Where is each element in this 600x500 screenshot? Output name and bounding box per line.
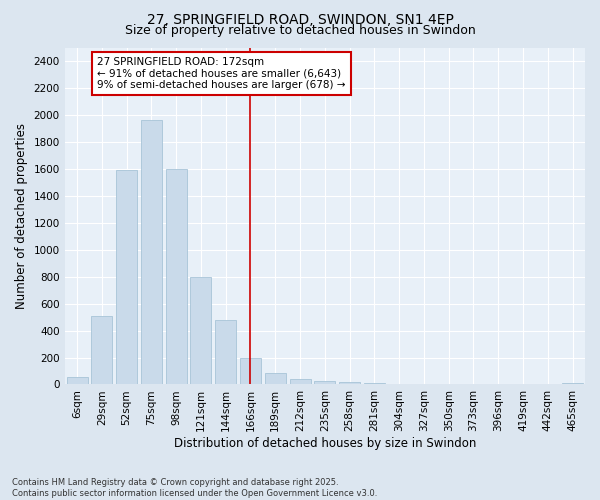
Bar <box>190 276 211 384</box>
Bar <box>314 381 335 384</box>
Bar <box>116 170 137 384</box>
Bar <box>141 120 162 384</box>
Bar <box>166 169 187 384</box>
Text: 27 SPRINGFIELD ROAD: 172sqm
← 91% of detached houses are smaller (6,643)
9% of s: 27 SPRINGFIELD ROAD: 172sqm ← 91% of det… <box>97 57 346 90</box>
Bar <box>265 373 286 384</box>
Text: 27, SPRINGFIELD ROAD, SWINDON, SN1 4EP: 27, SPRINGFIELD ROAD, SWINDON, SN1 4EP <box>146 12 454 26</box>
Y-axis label: Number of detached properties: Number of detached properties <box>15 123 28 309</box>
Bar <box>339 382 360 384</box>
Bar <box>240 358 261 384</box>
X-axis label: Distribution of detached houses by size in Swindon: Distribution of detached houses by size … <box>173 437 476 450</box>
Bar <box>67 377 88 384</box>
Bar <box>562 383 583 384</box>
Bar <box>215 320 236 384</box>
Text: Size of property relative to detached houses in Swindon: Size of property relative to detached ho… <box>125 24 475 37</box>
Bar <box>91 316 112 384</box>
Bar <box>290 379 311 384</box>
Text: Contains HM Land Registry data © Crown copyright and database right 2025.
Contai: Contains HM Land Registry data © Crown c… <box>12 478 377 498</box>
